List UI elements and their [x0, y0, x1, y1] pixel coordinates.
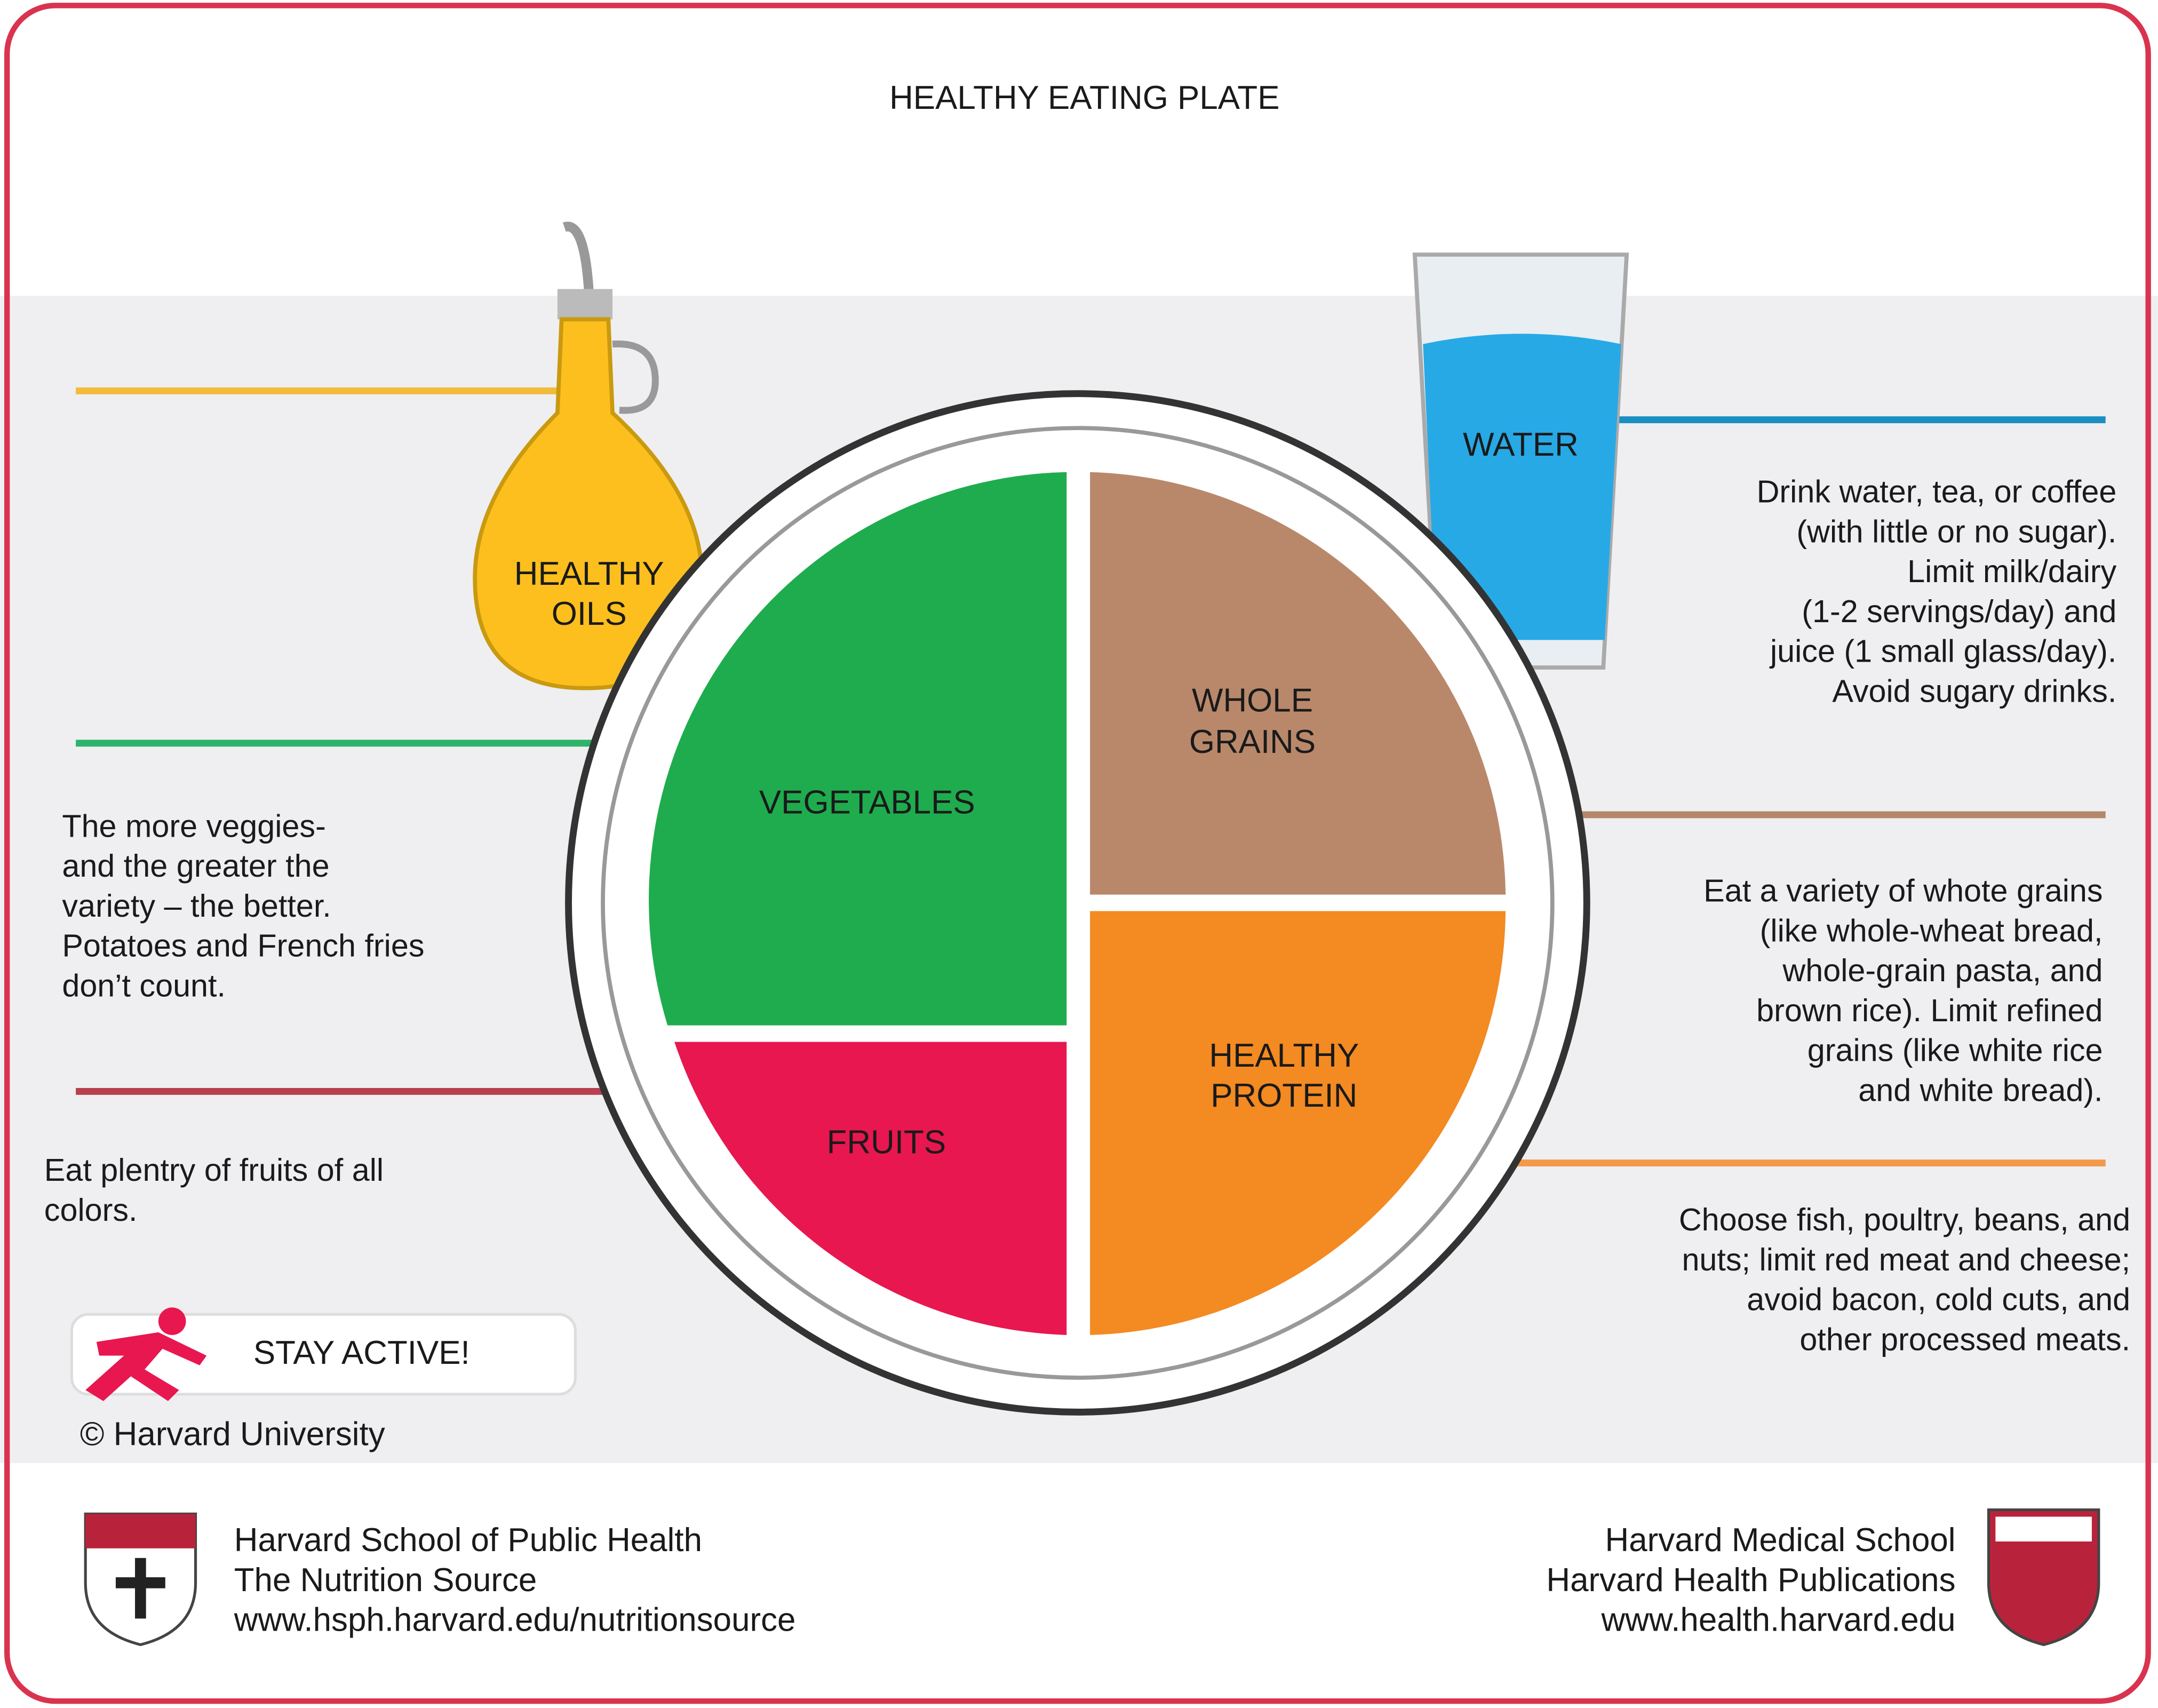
protein-text: Choose fish, poultry, beans, and — [1679, 1202, 2130, 1237]
protein-label: HEALTHY — [1209, 1037, 1359, 1074]
grains-label: WHOLE — [1192, 682, 1313, 719]
water-glass — [1412, 252, 1629, 670]
water-text: (with little or no sugar). — [1796, 513, 2116, 549]
grains-text: grains (like white rice — [1807, 1032, 2103, 1068]
water-text: juice (1 small glass/day). — [1769, 633, 2116, 669]
footer-left: The Nutrition Source — [234, 1562, 537, 1599]
grains-text: and white bread). — [1858, 1072, 2103, 1108]
water-text: Drink water, tea, or coffee — [1757, 473, 2117, 509]
footer-right: www.health.harvard.edu — [1601, 1602, 1956, 1639]
hsph-shield-top — [85, 1514, 196, 1548]
footer-right: Harvard Health Publications — [1546, 1562, 1955, 1599]
water-text: Avoid sugary drinks. — [1832, 673, 2116, 709]
grains-section — [1090, 472, 1506, 895]
grains-text: (like whole-wheat bread, — [1760, 912, 2103, 948]
grains-label: GRAINS — [1189, 724, 1316, 760]
water-text: Limit milk/dairy — [1907, 553, 2117, 589]
oil-bottle — [473, 221, 704, 690]
protein-text: avoid bacon, cold cuts, and — [1747, 1282, 2130, 1317]
fruits-text: colors. — [44, 1192, 138, 1228]
hms-shield-top — [1995, 1516, 2092, 1542]
fruits-section — [674, 1042, 1067, 1335]
vegetables-text: don’t count. — [62, 967, 226, 1003]
footer-right: Harvard Medical School — [1605, 1522, 1956, 1559]
stay-active-box — [70, 1313, 577, 1396]
fruits-label: FRUITS — [827, 1124, 946, 1161]
title: HEALTHY EATING PLATE — [889, 80, 1279, 116]
fruits-text: Eat plentry of fruits of all — [44, 1152, 384, 1188]
protein-section — [1090, 911, 1506, 1335]
grains-text: Eat a variety of whote grains — [1703, 872, 2103, 908]
grains-text: whole-grain pasta, and — [1782, 952, 2103, 988]
footer-left: www.hsph.harvard.edu/nutritionsource — [234, 1602, 796, 1639]
water-label: WATER — [1463, 426, 1579, 463]
protein-text: nuts; limit red meat and cheese; — [1682, 1242, 2130, 1277]
hms-shield — [1987, 1508, 2100, 1647]
oils-label: OILS — [552, 595, 627, 632]
vegetables-text: The more veggies- — [62, 808, 325, 844]
vegetables-text: Potatoes and French fries — [62, 928, 424, 964]
vegetables-text: and the greater the — [62, 848, 329, 884]
copyright: © Harvard University — [80, 1416, 385, 1452]
vegetables-section — [649, 472, 1067, 1026]
protein-label: PROTEIN — [1211, 1077, 1357, 1114]
runner-icon — [85, 1307, 207, 1401]
hsph-cross — [115, 1558, 165, 1619]
oils-label: HEALTHY — [514, 555, 664, 592]
protein-text: other processed meats. — [1799, 1321, 2130, 1357]
vegetables-label: VEGETABLES — [759, 784, 975, 821]
vegetables-text: variety – the better. — [62, 888, 331, 924]
water-text: (1-2 servings/day) and — [1802, 593, 2116, 629]
border — [4, 3, 2151, 1704]
stay-active: STAY ACTIVE! — [253, 1334, 470, 1371]
footer-left: Harvard School of Public Health — [234, 1522, 702, 1559]
grains-text: brown rice). Limit refined — [1756, 992, 2103, 1028]
